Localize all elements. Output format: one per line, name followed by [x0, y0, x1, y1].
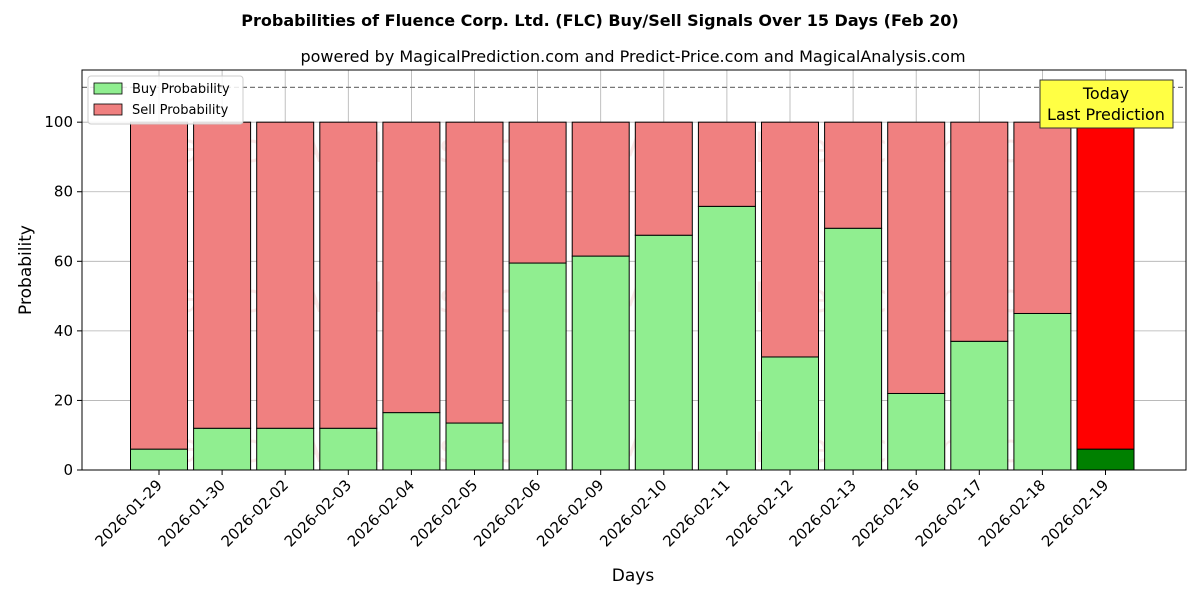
sell-bar: [634, 121, 693, 236]
sell-bar: [1013, 121, 1072, 314]
today-annotation-line1: Today: [1082, 84, 1129, 103]
sell-bar: [1076, 121, 1135, 450]
buy-bar: [761, 356, 819, 471]
y-tick-label: 60: [54, 252, 73, 270]
sell-bar: [887, 121, 946, 394]
y-tick-label: 80: [54, 183, 73, 201]
legend-frame: [87, 75, 244, 125]
x-ticks-layer: 2026-01-292026-01-302026-02-022026-02-03…: [91, 470, 1112, 550]
sell-bar: [193, 121, 252, 429]
x-tick-label: 2026-01-29: [91, 476, 165, 550]
buy-bar: [824, 227, 883, 471]
chart-title: Probabilities of Fluence Corp. Ltd. (FLC…: [241, 11, 958, 30]
bars-layer: [130, 121, 1135, 471]
y-tick-label: 0: [63, 461, 73, 479]
buy-bar: [319, 427, 378, 471]
buy-bar: [1013, 312, 1072, 471]
sell-bar: [382, 121, 441, 414]
sell-bar: [256, 121, 315, 429]
buy-bar: [130, 448, 188, 471]
legend: Buy Probability Sell Probability: [87, 75, 244, 125]
x-tick-label: 2026-02-16: [849, 476, 923, 550]
x-tick-label: 2026-02-03: [281, 476, 355, 550]
x-axis-label: Days: [612, 566, 655, 586]
x-tick-label: 2026-02-04: [344, 476, 418, 550]
x-tick-label: 2026-02-05: [407, 476, 481, 550]
sell-bar: [445, 121, 504, 424]
x-tick-label: 2026-02-19: [1038, 476, 1112, 550]
sell-bar: [697, 121, 756, 207]
buy-bar: [887, 392, 946, 471]
today-annotation: Today Last Prediction: [1039, 79, 1174, 129]
y-tick-label: 20: [54, 391, 73, 409]
legend-buy-swatch: [93, 82, 123, 95]
buy-bar: [950, 340, 1009, 471]
x-tick-label: 2026-02-12: [722, 476, 796, 550]
buy-bar: [193, 427, 252, 471]
buy-bar: [445, 422, 504, 471]
buy-bar: [697, 205, 756, 471]
sell-bar: [319, 121, 378, 429]
buy-bar: [1076, 448, 1135, 471]
sell-bar: [824, 121, 883, 229]
y-ticks-layer: 0 20 40 60 80 100: [44, 113, 82, 479]
y-axis-label: Probability: [16, 225, 36, 315]
buy-bar: [382, 412, 441, 471]
x-tick-label: 2026-02-02: [218, 476, 292, 550]
today-annotation-box: [1039, 79, 1174, 129]
sell-bar: [571, 121, 630, 257]
x-tick-label: 2026-02-09: [533, 476, 607, 550]
buy-bar: [256, 427, 315, 471]
y-tick-label: 40: [54, 322, 73, 340]
plot-frame: [81, 69, 1187, 471]
y-tick-label: 100: [44, 113, 73, 131]
x-tick-label: 2026-02-10: [596, 476, 670, 550]
today-annotation-line2: Last Prediction: [1047, 105, 1165, 124]
buy-bar: [634, 234, 693, 471]
buy-bar: [571, 255, 630, 471]
sell-bar: [761, 121, 819, 358]
sell-bar: [130, 121, 188, 450]
legend-sell-swatch: [93, 103, 123, 116]
sell-bar: [508, 121, 567, 264]
x-tick-label: 2026-02-11: [659, 476, 733, 550]
x-tick-label: 2026-01-30: [155, 476, 229, 550]
sell-bar: [950, 121, 1009, 342]
chart-subtitle: powered by MagicalPrediction.com and Pre…: [300, 47, 965, 66]
legend-sell-label: Sell Probability: [132, 103, 229, 118]
x-tick-label: 2026-02-17: [912, 476, 986, 550]
x-tick-label: 2026-02-13: [786, 476, 860, 550]
buy-bar: [508, 262, 567, 471]
x-tick-label: 2026-02-06: [470, 476, 544, 550]
x-tick-label: 2026-02-18: [975, 476, 1049, 550]
legend-buy-label: Buy Probability: [132, 82, 230, 97]
